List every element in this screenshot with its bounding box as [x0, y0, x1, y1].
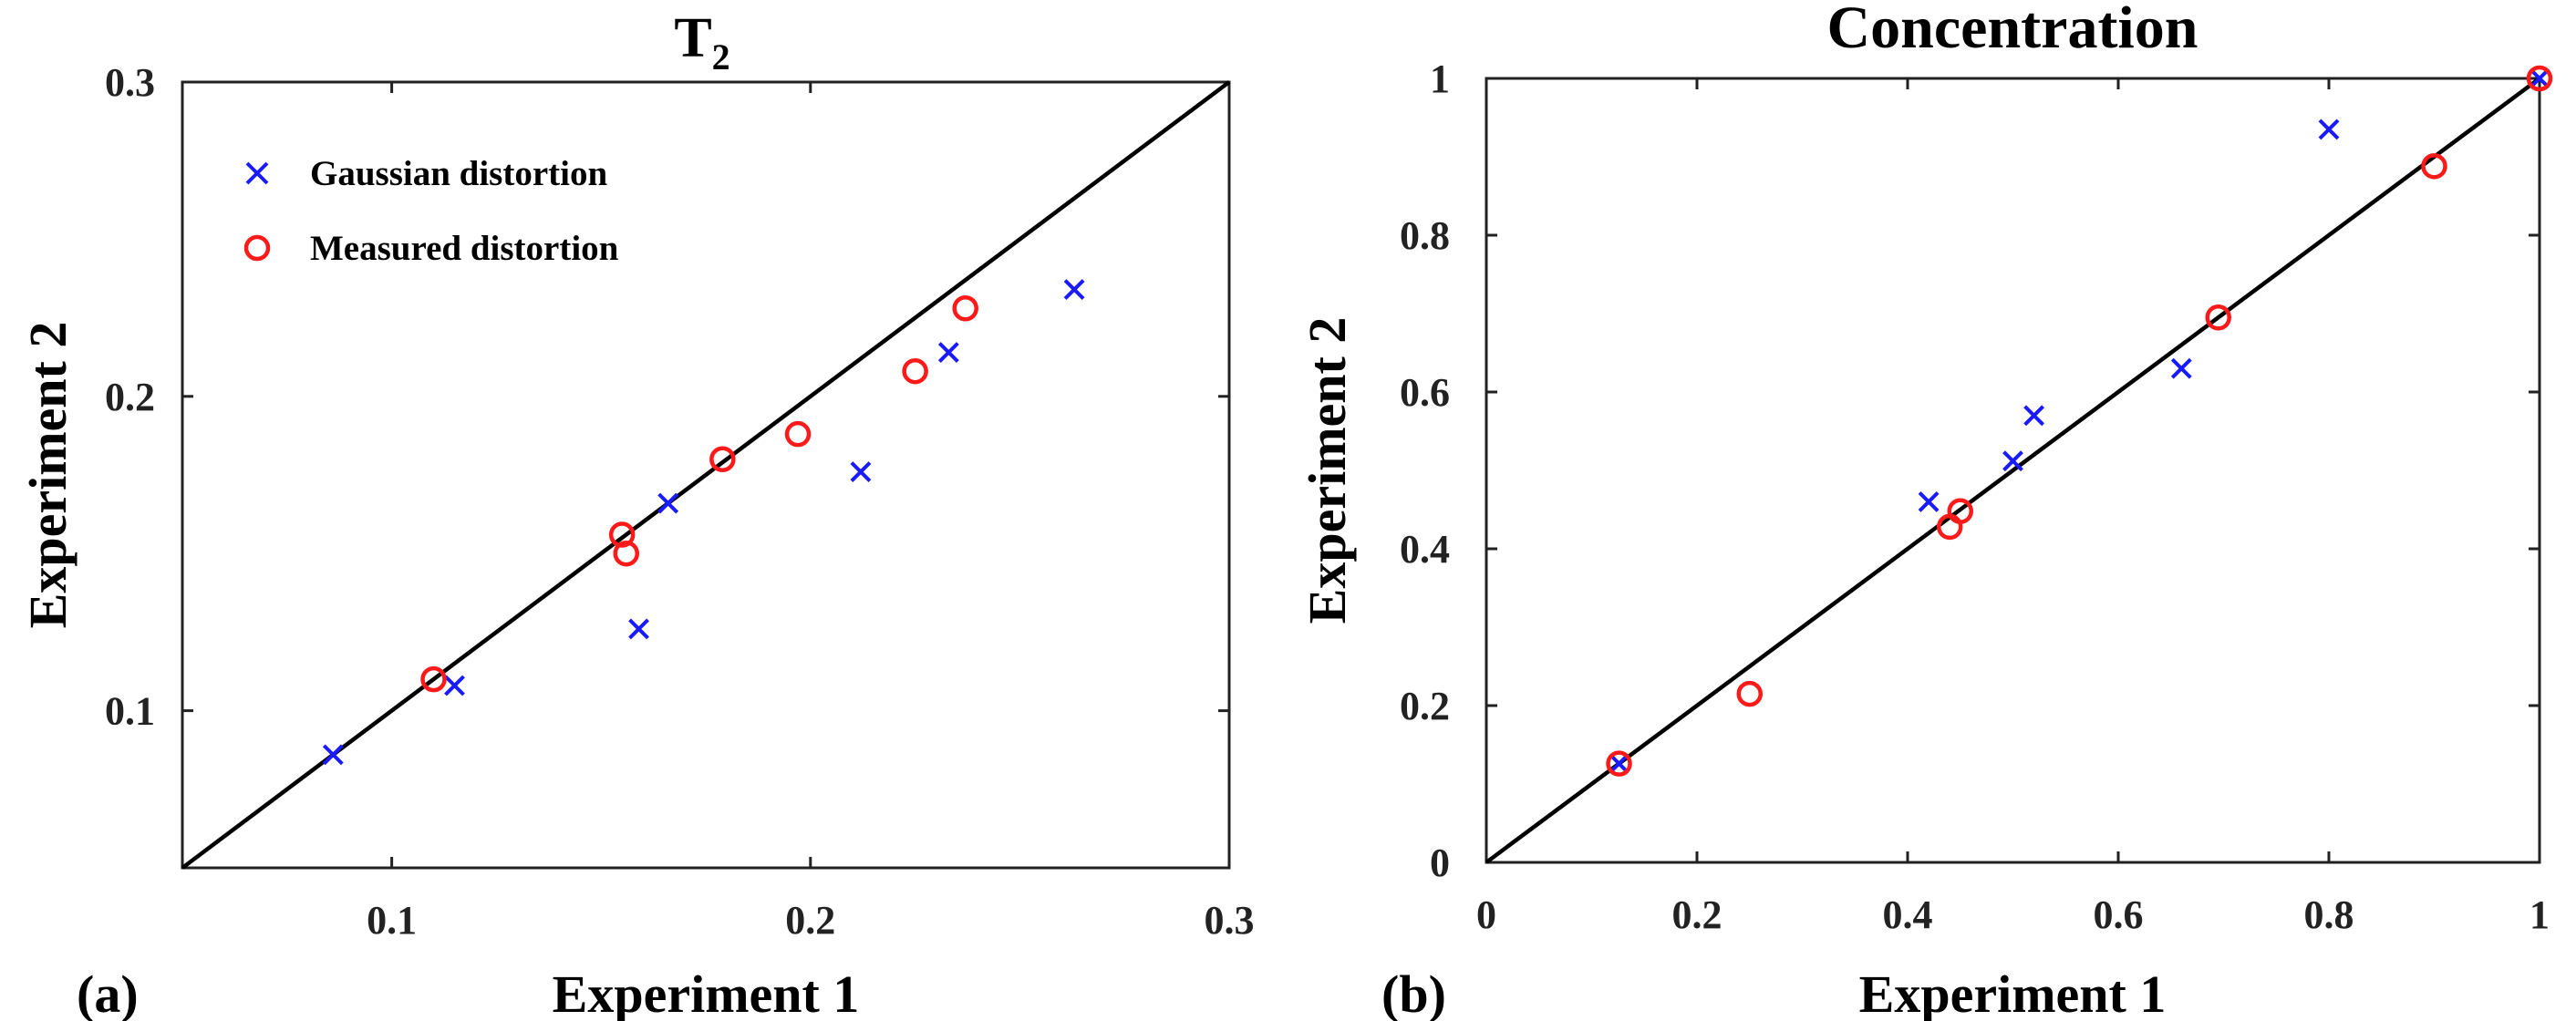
panel-a-measured-point-3 [709, 446, 736, 473]
panel-a: 0.1 0.2 0.3 0.1 0.2 0.3 T2 Experiment 1 Experime… [18, 7, 1255, 1021]
panel-b-gaussian-point-0 [1609, 753, 1629, 775]
panel-a-y-tick-label: 0.3 [105, 60, 155, 105]
panel-a-gaussian-point-0 [322, 744, 344, 766]
panel-a-measured-point-0 [420, 665, 447, 693]
panel-b-axes-box [1485, 77, 2541, 864]
panel-a-x-tick-label: 0.2 [785, 898, 835, 943]
panel-b-x-tick-label: 0.4 [1883, 892, 1933, 937]
panel-a-gaussian-point-1 [444, 675, 465, 696]
panel-a-x-tick-label: 0.1 [367, 898, 417, 943]
panel-b-y-tick-label: 1 [1430, 57, 1450, 101]
panel-b-x-tick-label: 0.8 [2304, 892, 2354, 937]
panel-a-gaussian-point-5 [937, 342, 959, 363]
panel-a-y-tick-label: 0.2 [105, 375, 155, 419]
panel-b-x-tick-label: 1 [2529, 892, 2550, 937]
panel-b-gaussian-point-1 [1918, 490, 1940, 512]
panel-a-y-tick-label: 0.1 [105, 689, 155, 734]
panel-a-legend-measured-marker [243, 234, 271, 262]
panel-a-gaussian-point-2 [628, 618, 649, 640]
panel-b-identity-line [1485, 77, 2541, 864]
panel-b-x-tick-label: 0 [1476, 892, 1496, 937]
panel-a-identity-line [181, 80, 1231, 870]
panel-b: 0 0.2 0.4 0.6 0.8 1 0 0.2 0.4 0.6 0.8 1 Concentratio… [1298, 0, 2553, 1021]
panel-b-measured-point-1 [1736, 680, 1763, 707]
panel-a-measured-point-2 [613, 540, 640, 567]
panel-a-x-axis-label: Experiment 1 [553, 964, 860, 1021]
panel-a-title-subscript: 2 [712, 36, 730, 77]
panel-b-measured-point-4 [2205, 304, 2231, 331]
panel-b-y-tick-label: 0.4 [1400, 527, 1450, 572]
panel-a-legend-label-1: Measured distortion [310, 229, 619, 268]
panel-b-x-axis-label: Experiment 1 [1859, 964, 2167, 1021]
panel-b-panel-label: (b) [1381, 964, 1446, 1021]
panel-a-gaussian-point-4 [850, 461, 872, 482]
panel-a-panel-label: (a) [77, 964, 139, 1021]
panel-b-y-tick-label: 0 [1430, 841, 1450, 885]
panel-b-title: Concentration [1827, 0, 2198, 61]
panel-b-measured-point-5 [2421, 153, 2447, 180]
panel-a-y-axis-label: Experiment 2 [18, 322, 78, 629]
panel-b-x-tick-label: 0.2 [1672, 892, 1723, 937]
panel-a-axes-box [181, 80, 1231, 870]
panel-b-y-tick-label: 0.8 [1400, 213, 1450, 258]
panel-a-measured-point-4 [784, 420, 812, 448]
panel-a-gaussian-point-6 [1063, 279, 1085, 300]
panel-a-legend-label-0: Gaussian distortion [310, 154, 607, 193]
panel-b-y-tick-label: 0.6 [1400, 370, 1450, 415]
panel-b-gaussian-point-3 [2023, 405, 2045, 427]
panel-b-y-axis-label: Experiment 2 [1298, 317, 1357, 624]
panel-b-gaussian-point-2 [2002, 450, 2023, 472]
panel-a-x-tick-label: 0.3 [1205, 898, 1255, 943]
panel-a-gaussian-point-3 [657, 492, 679, 514]
panel-a-measured-point-6 [952, 295, 978, 322]
panel-b-gaussian-point-4 [2170, 357, 2192, 379]
panel-a-legend-gaussian-marker [245, 161, 269, 185]
panel-a-title: T2 [674, 7, 729, 77]
panel-b-y-tick-label: 0.2 [1400, 684, 1450, 728]
panel-b-measured-point-0 [1606, 750, 1632, 777]
panel-a-measured-point-5 [902, 357, 928, 385]
panel-b-x-tick-label: 0.6 [2094, 892, 2144, 937]
panel-b-gaussian-point-6 [2529, 67, 2550, 89]
panel-b-measured-point-6 [2526, 65, 2553, 92]
panel-b-gaussian-point-5 [2318, 119, 2340, 140]
panel-b-measured-point-3 [1947, 498, 1973, 524]
